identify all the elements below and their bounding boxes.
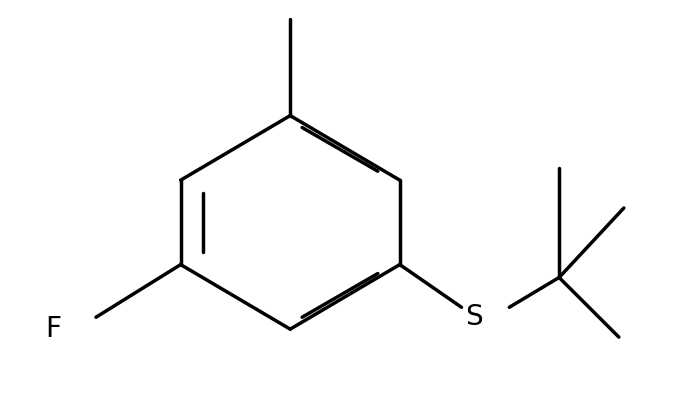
Text: S: S [464, 303, 482, 331]
Text: F: F [45, 315, 61, 343]
